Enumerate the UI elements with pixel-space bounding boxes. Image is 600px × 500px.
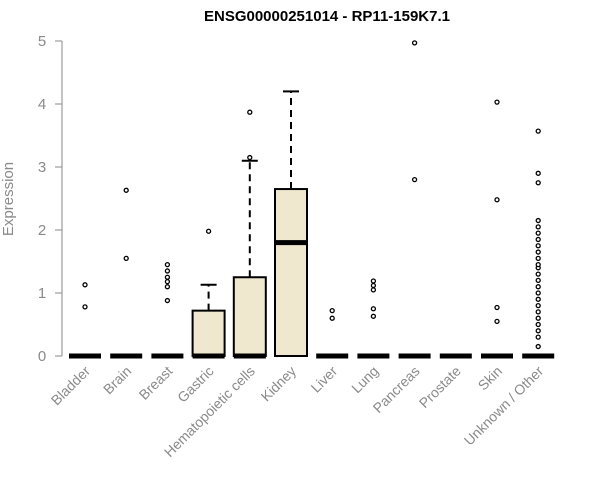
outlier-point bbox=[535, 296, 541, 302]
outlier-point bbox=[535, 321, 541, 328]
median-line bbox=[398, 353, 431, 359]
box-group bbox=[151, 261, 184, 359]
outlier-point bbox=[329, 307, 335, 314]
outlier-point bbox=[82, 282, 88, 288]
x-tick-label: Breast bbox=[136, 363, 176, 403]
y-axis-ticks: 0 1 2 3 4 5 bbox=[38, 33, 62, 365]
outlier-point bbox=[535, 334, 541, 340]
outlier-point bbox=[164, 268, 171, 274]
outlier-point bbox=[370, 287, 377, 293]
outlier-point bbox=[535, 255, 541, 262]
median-line bbox=[69, 353, 101, 359]
box-group bbox=[439, 353, 472, 359]
outlier-point bbox=[370, 306, 377, 312]
outlier-point bbox=[535, 328, 541, 334]
outlier-point bbox=[164, 261, 171, 268]
box-group bbox=[69, 282, 101, 359]
outlier-point bbox=[535, 261, 541, 268]
outlier-point bbox=[535, 284, 541, 290]
outlier-point bbox=[164, 274, 171, 280]
y-tick-label: 4 bbox=[38, 96, 46, 113]
box-group bbox=[522, 128, 555, 359]
outlier-point bbox=[535, 290, 541, 296]
outlier-point bbox=[535, 309, 541, 315]
outlier-point bbox=[247, 109, 253, 115]
outlier-point bbox=[205, 228, 212, 234]
x-tick-label: Skin bbox=[475, 363, 506, 394]
outlier-point bbox=[123, 255, 129, 262]
median-line bbox=[110, 353, 143, 359]
outlier-point bbox=[164, 284, 171, 290]
box-group bbox=[191, 228, 226, 359]
box-group bbox=[481, 99, 513, 359]
outlier-point bbox=[82, 304, 88, 310]
x-tick-label: Kidney bbox=[258, 363, 300, 405]
outlier-point bbox=[411, 40, 418, 46]
boxes-layer bbox=[69, 40, 555, 359]
outlier-point bbox=[535, 170, 541, 176]
chart-title: ENSG00000251014 - RP11-159K7.1 bbox=[204, 8, 450, 25]
x-tick-label: Brain bbox=[100, 363, 134, 397]
box-group bbox=[357, 278, 390, 359]
outlier-point bbox=[535, 277, 541, 284]
box-group bbox=[316, 307, 349, 359]
y-tick-label: 0 bbox=[38, 348, 46, 365]
box-body bbox=[274, 188, 308, 357]
outlier-point bbox=[494, 197, 500, 203]
median-line bbox=[275, 240, 307, 246]
outlier-point bbox=[535, 224, 541, 230]
median-line bbox=[522, 353, 555, 359]
y-tick-label: 1 bbox=[38, 285, 46, 302]
outlier-point bbox=[535, 128, 541, 134]
outlier-point bbox=[535, 249, 541, 255]
median-line bbox=[233, 353, 266, 359]
median-line bbox=[316, 353, 349, 359]
median-line bbox=[439, 353, 472, 359]
box-body bbox=[232, 276, 267, 357]
outlier-point bbox=[164, 279, 171, 285]
outlier-point bbox=[535, 302, 541, 309]
outlier-point bbox=[247, 154, 253, 161]
outlier-point bbox=[535, 315, 541, 321]
outlier-point bbox=[370, 278, 377, 284]
median-line bbox=[357, 353, 390, 359]
x-tick-label: Prostate bbox=[416, 363, 464, 411]
median-line bbox=[151, 353, 184, 359]
x-tick-label: Lung bbox=[348, 363, 381, 396]
outlier-point bbox=[494, 99, 500, 105]
median-line bbox=[481, 353, 513, 359]
outlier-point bbox=[123, 187, 129, 193]
box-body bbox=[191, 309, 226, 358]
box-group bbox=[110, 187, 143, 359]
outlier-point bbox=[370, 282, 377, 289]
box-group bbox=[398, 40, 431, 359]
y-tick-label: 5 bbox=[38, 33, 46, 50]
y-axis-label: Expression bbox=[0, 162, 17, 236]
outlier-point bbox=[535, 343, 541, 350]
y-tick-label: 3 bbox=[38, 159, 46, 176]
box-group bbox=[232, 109, 267, 359]
x-tick-label: Bladder bbox=[48, 363, 94, 409]
median-line bbox=[192, 353, 225, 359]
outlier-point bbox=[164, 297, 171, 304]
box-group bbox=[274, 90, 308, 357]
outlier-point bbox=[535, 230, 541, 236]
y-tick-label: 2 bbox=[38, 222, 46, 239]
outlier-point bbox=[494, 318, 500, 325]
outlier-point bbox=[370, 313, 377, 319]
outlier-point bbox=[329, 315, 335, 321]
x-tick-label: Liver bbox=[308, 363, 341, 396]
outlier-point bbox=[535, 180, 541, 186]
outlier-point bbox=[535, 243, 541, 249]
outlier-point bbox=[535, 217, 541, 224]
outlier-point bbox=[535, 236, 541, 243]
outlier-point bbox=[535, 271, 541, 277]
outlier-point bbox=[411, 176, 418, 183]
outlier-point bbox=[494, 304, 500, 311]
